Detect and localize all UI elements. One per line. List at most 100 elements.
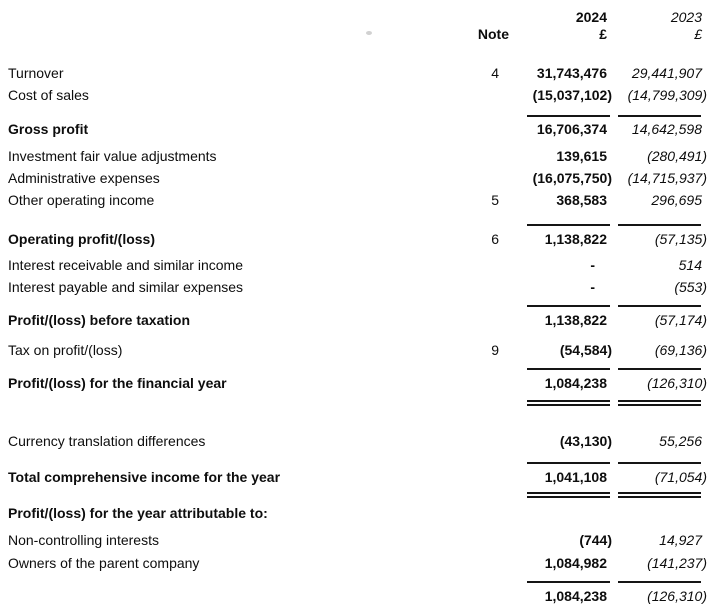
row-amount-2024: 1,041,108 [544,469,607,485]
row-amount-2024: 31,743,476 [536,65,607,81]
table-row: Gross profit 16,706,374 14,642,598 [8,121,710,138]
row-note [449,170,509,187]
rule-row [8,115,710,117]
row-label: Turnover [8,65,64,81]
row-amount-2023: 514 [678,257,702,273]
header-note-spacer [449,9,509,26]
row-note [449,492,509,498]
row-note [449,368,509,370]
row-amount-2024: 1,084,238 [544,588,607,604]
row-note [449,433,509,450]
row-label [8,115,449,117]
row-label: Operating profit/(loss) [8,231,155,247]
table-row: Operating profit/(loss) 6 1,138,822 (57,… [8,231,710,248]
row-amount-2024: (15,037,102) [532,87,612,103]
row-amount-2023: 29,441,907 [631,65,702,81]
row-note: 9 [491,342,499,358]
row-label [8,492,449,498]
row-note [449,400,509,406]
table-row: Investment fair value adjustments 139,61… [8,148,710,165]
row-amount-2023 [607,505,702,522]
row-amount-2023 [607,224,702,226]
table-row: Profit/(loss) for the financial year 1,0… [8,375,710,392]
row-note [449,581,509,583]
table-header-years: 2024 2023 [8,9,710,26]
row-label: Currency translation differences [8,433,206,449]
row-note: 6 [491,231,499,247]
row-amount-2024 [509,368,607,370]
rule-row [8,581,710,583]
rule-row [8,462,710,464]
row-amount-2024: - [590,257,595,273]
table-row: Non-controlling interests (744) 14,927 [8,532,710,549]
row-label: Gross profit [8,121,89,137]
row-amount-2024: (744) [579,532,612,548]
row-label [8,588,449,605]
row-amount-2023 [607,368,702,370]
table-row: Interest payable and similar expenses - … [8,279,710,296]
row-note [449,148,509,165]
row-amount-2024: (16,075,750) [532,170,612,186]
row-amount-2023: 55,256 [659,433,702,449]
table-header-units: Note £ £ [8,26,710,43]
row-note [449,375,509,392]
table-row: Tax on profit/(loss) 9 (54,584) (69,136) [8,342,710,359]
row-label [8,581,449,583]
row-amount-2024: 1,084,238 [544,375,607,391]
row-label: Interest payable and similar expenses [8,279,244,295]
row-amount-2024: 139,615 [556,148,607,164]
row-note [449,469,509,486]
row-note [449,115,509,117]
table-row: Administrative expenses (16,075,750) (14… [8,170,710,187]
row-label: Owners of the parent company [8,555,200,571]
row-amount-2024 [509,224,607,226]
table-row: 1,084,238 (126,310) [8,588,710,605]
double-rule-row [8,400,710,406]
row-label: Total comprehensive income for the year [8,469,281,485]
row-note: 5 [491,192,499,208]
header-label-spacer [8,9,449,26]
row-amount-2023 [607,400,702,406]
row-amount-2024: (54,584) [559,342,612,358]
table-row: Total comprehensive income for the year … [8,469,710,486]
row-note [449,224,509,226]
row-amount-2024: 368,583 [556,192,607,208]
row-label: Other operating income [8,192,155,208]
row-note [449,462,509,464]
row-note [449,312,509,329]
column-header-year-2023: 2023 [670,9,702,25]
row-amount-2024 [509,115,607,117]
table-row: Cost of sales (15,037,102) (14,799,309) [8,87,710,104]
row-label [8,462,449,464]
row-note [449,532,509,549]
row-label [8,400,449,406]
row-amount-2024: 1,138,822 [544,231,607,247]
row-amount-2023: (126,310) [647,588,707,604]
row-amount-2024 [509,400,607,406]
row-note [449,588,509,605]
row-amount-2023: (71,054) [654,469,707,485]
row-amount-2024: 1,138,822 [544,312,607,328]
row-amount-2024: 1,084,982 [544,555,607,571]
row-amount-2023: (126,310) [647,375,707,391]
row-amount-2023 [607,115,702,117]
row-label: Administrative expenses [8,170,160,186]
row-note: 4 [491,65,499,81]
row-amount-2023 [607,305,702,307]
row-amount-2023: (280,491) [647,148,707,164]
row-amount-2023: (553) [674,279,707,295]
header-label-spacer [8,26,449,43]
row-note [449,279,509,296]
row-note [449,121,509,138]
row-amount-2023 [607,492,702,498]
row-note [449,555,509,572]
row-note [449,505,509,522]
row-label: Investment fair value adjustments [8,148,217,164]
table-row: Owners of the parent company 1,084,982 (… [8,555,710,572]
row-note [449,257,509,274]
rule-row [8,224,710,226]
row-label: Profit/(loss) for the year attributable … [8,505,268,521]
column-header-currency-2024: £ [599,26,607,42]
table-row: Profit/(loss) before taxation 1,138,822 … [8,312,710,329]
row-amount-2023: (14,715,937) [627,170,707,186]
